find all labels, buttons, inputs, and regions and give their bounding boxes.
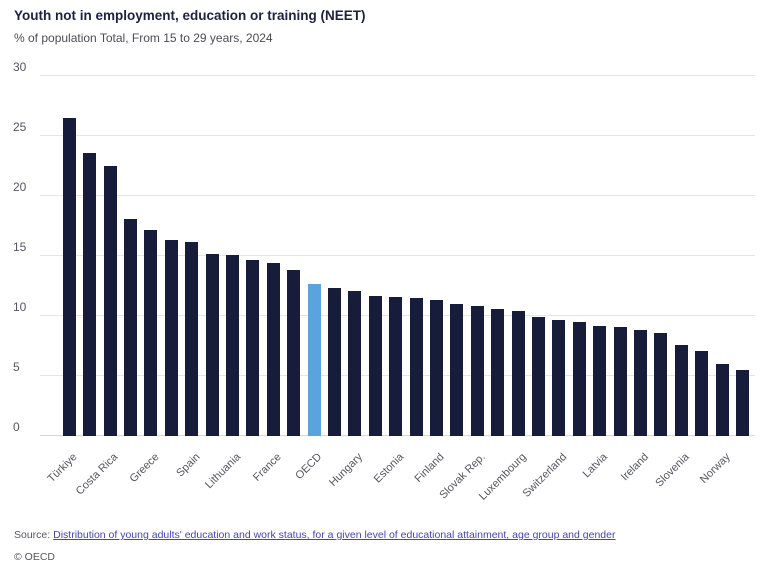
x-axis-label-Costa Rica: Costa Rica (74, 451, 121, 498)
y-tick-label-0: 0 (13, 420, 20, 434)
y-tick-label-25: 25 (13, 120, 27, 134)
bar-Latvia[interactable] (593, 325, 607, 436)
x-axis-label-Greece: Greece (127, 451, 162, 485)
gridline-y25 (40, 135, 755, 136)
y-tick-label-15: 15 (13, 240, 27, 254)
bar-Türkiye[interactable] (62, 118, 76, 436)
x-axis-label-Lithuania: Lithuania (202, 451, 243, 492)
bar-Estonia[interactable] (389, 296, 403, 436)
x-axis-label-Latvia: Latvia (580, 451, 611, 481)
bar-Switzerland[interactable] (552, 319, 566, 436)
bar-unlabeled-18[interactable] (409, 298, 423, 436)
bar-Spain[interactable] (185, 241, 199, 436)
x-axis-label-Finland: Finland (412, 451, 447, 485)
bar-unlabeled-34[interactable] (736, 370, 749, 436)
bar-Finland[interactable] (430, 300, 443, 436)
x-axis-label-Slovenia: Slovenia (653, 451, 692, 490)
plot-area (58, 76, 755, 436)
bar-unlabeled-22[interactable] (491, 308, 505, 436)
bar-unlabeled-14[interactable] (328, 288, 341, 436)
source-label: Source: (14, 529, 51, 541)
bar-unlabeled-30[interactable] (654, 332, 668, 436)
bar-Slovenia[interactable] (674, 344, 688, 436)
y-tick-label-30: 30 (13, 60, 27, 74)
bar-unlabeled-8[interactable] (205, 253, 219, 436)
bar-unlabeled-2[interactable] (83, 152, 97, 436)
y-tick-label-10: 10 (13, 300, 27, 314)
bar-unlabeled-4[interactable] (124, 218, 137, 436)
bar-unlabeled-10[interactable] (246, 259, 260, 436)
bar-unlabeled-16[interactable] (368, 295, 382, 436)
x-axis-label-Türkiye: Türkiye (45, 451, 80, 485)
bar-Slovak Rep.[interactable] (470, 306, 484, 436)
bar-Luxembourg[interactable] (511, 311, 525, 436)
bar-unlabeled-32[interactable] (695, 350, 709, 436)
copyright-text: © OECD (14, 551, 55, 563)
x-axis-label-Norway: Norway (697, 451, 733, 486)
page-title: Youth not in employment, education or tr… (14, 8, 366, 23)
bar-France[interactable] (266, 263, 280, 436)
bar-Ireland[interactable] (634, 330, 647, 436)
bar-highlight-OECD[interactable] (307, 283, 321, 436)
y-tick-label-20: 20 (13, 180, 27, 194)
bar-Greece[interactable] (144, 229, 158, 436)
bar-unlabeled-12[interactable] (287, 270, 301, 436)
x-axis-label-France: France (251, 451, 284, 484)
page-subtitle: % of population Total, From 15 to 29 yea… (14, 31, 273, 45)
bar-Norway[interactable] (715, 364, 729, 436)
bar-unlabeled-24[interactable] (532, 317, 545, 436)
y-tick-label-5: 5 (13, 360, 20, 374)
x-axis-label-Hungary: Hungary (327, 451, 366, 489)
gridline-y15 (40, 255, 755, 256)
x-axis-label-Ireland: Ireland (618, 451, 651, 484)
bar-Hungary[interactable] (348, 290, 362, 436)
bar-unlabeled-6[interactable] (164, 240, 178, 436)
x-axis-label-OECD: OECD (293, 451, 325, 482)
bar-Lithuania[interactable] (226, 254, 239, 436)
bar-unlabeled-20[interactable] (450, 304, 464, 436)
gridline-y30 (40, 75, 755, 76)
bar-unlabeled-28[interactable] (613, 326, 627, 436)
gridline-y20 (40, 195, 755, 196)
source-line: Source: Distribution of young adults' ed… (14, 529, 615, 541)
source-link[interactable]: Distribution of young adults' education … (53, 529, 616, 541)
x-axis-label-Spain: Spain (173, 451, 203, 480)
bar-unlabeled-26[interactable] (572, 322, 586, 436)
x-axis-label-Estonia: Estonia (371, 451, 407, 486)
bar-Costa Rica[interactable] (103, 166, 117, 436)
